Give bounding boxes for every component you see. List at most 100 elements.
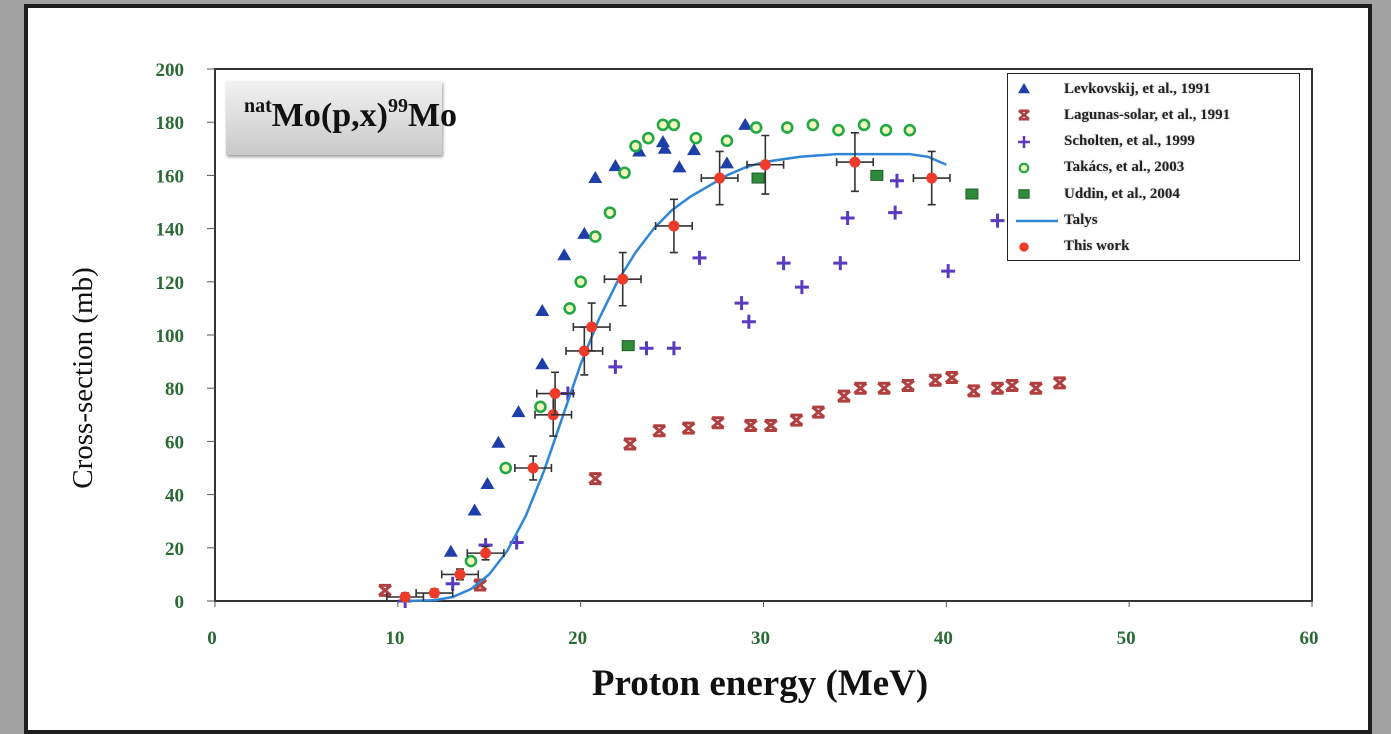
x-axis-label: Proton energy (MeV) xyxy=(592,663,928,704)
x-marker xyxy=(853,381,868,395)
circle-marker xyxy=(603,206,617,219)
x-marker xyxy=(836,389,851,403)
triangle-marker xyxy=(480,476,495,489)
data-point xyxy=(535,304,550,317)
dot-marker xyxy=(399,591,411,603)
series-talys xyxy=(403,152,947,603)
data-point xyxy=(877,381,892,395)
data-point xyxy=(667,118,681,132)
data-point xyxy=(833,256,848,271)
talys-curve xyxy=(403,152,947,603)
data-point xyxy=(749,121,763,134)
chart-title-box: natMo(p,x)99Mo xyxy=(226,81,457,155)
circle-marker xyxy=(720,134,734,148)
x-marker xyxy=(378,583,392,597)
data-point xyxy=(668,220,680,232)
dot-marker xyxy=(428,587,440,599)
legend-symbol xyxy=(1018,83,1030,94)
dot-marker xyxy=(578,345,590,357)
data-point xyxy=(464,554,478,568)
plus-marker xyxy=(666,341,681,356)
x-marker xyxy=(1005,379,1020,393)
data-point-with-error-bars xyxy=(535,371,575,416)
data-point xyxy=(428,587,440,599)
data-point xyxy=(751,172,765,184)
data-point xyxy=(692,250,707,265)
data-point xyxy=(870,169,884,181)
triangle-marker xyxy=(738,117,753,130)
data-point xyxy=(652,424,667,438)
data-point xyxy=(687,143,702,156)
square-marker xyxy=(870,169,884,181)
data-point xyxy=(621,340,635,352)
legend-marker xyxy=(1018,189,1030,199)
circle-marker xyxy=(857,118,871,132)
legend-item: Scholten, et al., 1999 xyxy=(1008,130,1195,154)
plus-marker xyxy=(840,210,855,225)
data-point xyxy=(926,172,938,184)
data-point xyxy=(789,413,804,427)
legend-label: Scholten, et al., 1999 xyxy=(1064,133,1195,150)
x-marker xyxy=(652,424,667,438)
data-point xyxy=(941,264,956,279)
data-point xyxy=(738,117,753,130)
data-point-with-error-bars xyxy=(912,150,951,206)
dot-marker xyxy=(849,156,861,168)
series-this-work xyxy=(386,132,951,603)
data-point-with-error-bars xyxy=(746,134,785,195)
data-point xyxy=(1028,381,1043,395)
data-point-with-error-bars xyxy=(572,302,611,352)
data-point xyxy=(588,171,603,184)
data-point xyxy=(480,476,495,489)
data-point xyxy=(672,160,687,173)
data-point xyxy=(836,389,851,403)
dot-marker xyxy=(1019,242,1029,252)
data-point-with-error-bars xyxy=(415,587,454,599)
triangle-marker xyxy=(491,435,506,448)
triangle-marker xyxy=(655,135,670,148)
data-point xyxy=(689,131,703,145)
triangle-marker xyxy=(535,357,550,370)
data-point xyxy=(849,156,861,168)
y-tick-label: 120 xyxy=(156,273,185,294)
data-point xyxy=(1052,376,1067,390)
data-point xyxy=(840,210,855,225)
triangle-marker xyxy=(511,405,526,418)
x-marker xyxy=(966,384,981,398)
legend-label: Talys xyxy=(1064,212,1098,228)
legend-label: Levkovskij, et al., 1991 xyxy=(1064,80,1211,97)
data-point xyxy=(378,583,392,597)
circle-marker xyxy=(879,123,893,137)
x-marker xyxy=(681,421,696,435)
legend-item: Uddin, et al., 2004 xyxy=(1008,182,1180,206)
legend-symbol xyxy=(1016,219,1058,222)
x-marker xyxy=(1028,381,1043,395)
series-levkovskij-et-al-1991 xyxy=(443,117,753,557)
square-marker xyxy=(751,172,765,184)
data-point xyxy=(794,280,809,295)
triangle-marker xyxy=(535,304,550,317)
circle-marker xyxy=(749,121,763,134)
x-marker xyxy=(900,379,915,393)
data-point xyxy=(563,302,576,315)
data-point xyxy=(944,371,959,385)
data-point xyxy=(642,131,655,145)
x-marker xyxy=(473,578,488,592)
plus-marker xyxy=(889,173,904,188)
plus-marker xyxy=(734,296,749,311)
series-lagunas-solar-et-al-1991 xyxy=(378,371,1067,597)
circle-marker xyxy=(656,118,670,132)
data-point xyxy=(759,159,771,171)
data-point-with-error-bars xyxy=(440,568,480,581)
legend-marker xyxy=(1018,162,1030,174)
plus-marker xyxy=(941,264,956,279)
plus-marker xyxy=(888,205,903,220)
square-marker xyxy=(1018,189,1030,199)
dot-marker xyxy=(714,172,726,184)
data-point xyxy=(629,139,642,153)
x-marker xyxy=(743,418,758,432)
data-point-with-error-bars xyxy=(700,150,739,206)
circle-marker xyxy=(618,166,631,180)
data-point xyxy=(578,345,590,357)
x-marker xyxy=(990,381,1005,395)
